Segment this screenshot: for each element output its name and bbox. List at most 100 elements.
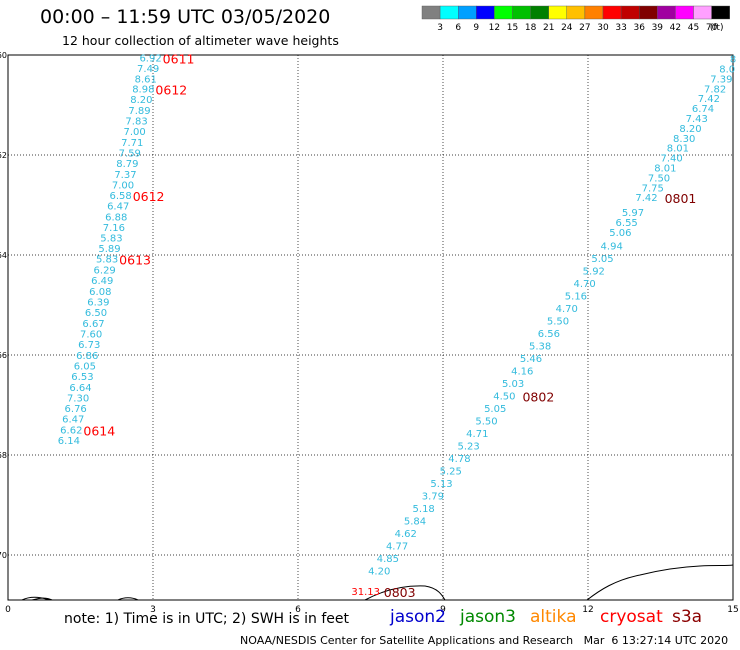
swh-value: 7.50 bbox=[648, 174, 670, 185]
swh-value: 4.71 bbox=[466, 429, 488, 440]
pass-time-label: 0612 bbox=[155, 83, 187, 98]
color-legend: 3 6 9 12 15 18 21 24 27 30 33 36 39 42 45 70(ft) bbox=[421, 5, 730, 33]
swh-value: 5.50 bbox=[547, 317, 569, 328]
satellite-jason2: jason2 bbox=[390, 607, 446, 627]
swh-value: 5.03 bbox=[502, 379, 524, 390]
lon-label: 0 bbox=[5, 605, 11, 615]
swh-value: 4.20 bbox=[368, 567, 390, 578]
satellite-cryosat: cryosat bbox=[600, 607, 663, 627]
credit-timestamp: Mar 6 13:27:14 UTC 2020 bbox=[583, 634, 729, 647]
swh-value: 8.01 bbox=[654, 164, 676, 175]
legend-label: 42 bbox=[670, 23, 681, 33]
swh-value: 5.83 bbox=[96, 255, 118, 266]
legend-label: 70 bbox=[706, 23, 718, 33]
swh-value: 5.97 bbox=[622, 208, 644, 219]
lon-label: 15 bbox=[727, 605, 738, 615]
swh-value: 3.79 bbox=[422, 492, 444, 503]
swh-value: 8.79 bbox=[116, 159, 138, 170]
map-frame bbox=[7, 54, 734, 601]
legend-label: 18 bbox=[525, 23, 537, 33]
legend-label: 12 bbox=[489, 23, 500, 33]
swh-value: 4.70 bbox=[556, 304, 578, 315]
swh-value: 8.61 bbox=[135, 75, 157, 86]
swh-value: 5.83 bbox=[100, 234, 122, 245]
satellite-altika: altika bbox=[530, 607, 577, 627]
swh-value: 8.98 bbox=[132, 85, 154, 96]
pass-time-label: 0614 bbox=[83, 424, 115, 439]
swh-value: 5.84 bbox=[404, 517, 426, 528]
legend-label: 36 bbox=[633, 23, 645, 33]
pass-time-label: 0613 bbox=[119, 253, 151, 268]
swh-value: 6.56 bbox=[538, 329, 560, 340]
legend-label: 33 bbox=[615, 23, 626, 33]
swh-value: 6.08 bbox=[89, 287, 111, 298]
swh-value: 6.39 bbox=[87, 298, 109, 309]
swh-value: 7.37 bbox=[114, 170, 136, 181]
swh-value: 6.76 bbox=[65, 404, 87, 415]
swh-value: 4.70 bbox=[573, 279, 595, 290]
lat-label: -60 bbox=[0, 51, 7, 60]
swh-value: 6.47 bbox=[62, 415, 84, 426]
swh-value: 5.25 bbox=[440, 467, 462, 478]
swh-value: 7.60 bbox=[80, 330, 102, 341]
swh-value: 7.40 bbox=[660, 154, 682, 165]
pass-time-label: 0612 bbox=[133, 189, 165, 204]
swh-value: 5.50 bbox=[475, 417, 497, 428]
lat-label: -64 bbox=[0, 251, 7, 260]
page-subtitle: 12 hour collection of altimeter wave hei… bbox=[62, 33, 339, 48]
swh-value: 6.47 bbox=[107, 202, 129, 213]
lat-label: -66 bbox=[0, 351, 7, 360]
lat-label: -62 bbox=[0, 151, 7, 160]
swh-value: 7.71 bbox=[121, 138, 143, 149]
page-title: 00:00 – 11:59 UTC 03/05/2020 bbox=[40, 6, 331, 28]
swh-value: 7.16 bbox=[103, 223, 125, 234]
swh-value: 6.50 bbox=[85, 308, 107, 319]
swh-value: 7.89 bbox=[128, 106, 150, 117]
swh-value: 4.16 bbox=[511, 367, 533, 378]
credit-text: NOAA/NESDIS Center for Satellite Applica… bbox=[240, 634, 574, 647]
legend-label: 9 bbox=[473, 23, 479, 33]
swh-value: 8 bbox=[730, 55, 736, 66]
swh-value: 5.06 bbox=[609, 228, 631, 239]
satellite-jason3: jason3 bbox=[460, 607, 516, 627]
pass-time-label: 0801 bbox=[665, 191, 697, 206]
swh-value: 8.0 bbox=[719, 65, 735, 76]
swh-value: 8.01 bbox=[667, 144, 689, 155]
lon-label: 12 bbox=[582, 605, 593, 615]
satellite-s3a: s3a bbox=[672, 607, 703, 627]
swh-value: 6.53 bbox=[71, 372, 93, 383]
swh-value: 5.13 bbox=[430, 479, 452, 490]
swh-value: 7.75 bbox=[642, 184, 664, 195]
swh-value: 5.92 bbox=[583, 267, 605, 278]
lon-label: 6 bbox=[295, 605, 301, 615]
swh-value: 6.05 bbox=[74, 362, 96, 373]
pass-time-label: 0802 bbox=[522, 390, 554, 405]
lon-label: 9 bbox=[440, 605, 446, 615]
legend-unit: (ft) bbox=[710, 23, 724, 33]
swh-value: 6.67 bbox=[82, 319, 104, 330]
swh-value: 5.46 bbox=[520, 354, 542, 365]
footer-note: note: 1) Time is in UTC; 2) SWH is in fe… bbox=[64, 611, 350, 627]
coastline bbox=[31, 597, 53, 601]
legend-label: 15 bbox=[507, 23, 518, 33]
legend-label: 3 bbox=[437, 23, 443, 33]
legend-swatch bbox=[711, 5, 730, 20]
legend-label: 39 bbox=[652, 23, 664, 33]
swh-value: 7.83 bbox=[125, 117, 147, 128]
swh-value: 8.30 bbox=[673, 134, 695, 145]
swh-value: 6.55 bbox=[616, 218, 638, 229]
lon-label: 3 bbox=[150, 605, 156, 615]
footer-credit: NOAA/NESDIS Center for Satellite Applica… bbox=[240, 634, 728, 647]
coastline bbox=[8, 564, 734, 601]
legend-label: 21 bbox=[543, 23, 554, 33]
swh-value: 7.82 bbox=[704, 85, 726, 96]
swh-value: 6.29 bbox=[94, 266, 116, 277]
swh-value: 7.00 bbox=[124, 127, 146, 138]
swh-value: 4.77 bbox=[386, 542, 408, 553]
swh-value: 6.58 bbox=[109, 191, 131, 202]
swh-value: 8.20 bbox=[679, 124, 701, 135]
swh-value: 7.00 bbox=[112, 181, 134, 192]
swh-value: 4.50 bbox=[493, 392, 515, 403]
